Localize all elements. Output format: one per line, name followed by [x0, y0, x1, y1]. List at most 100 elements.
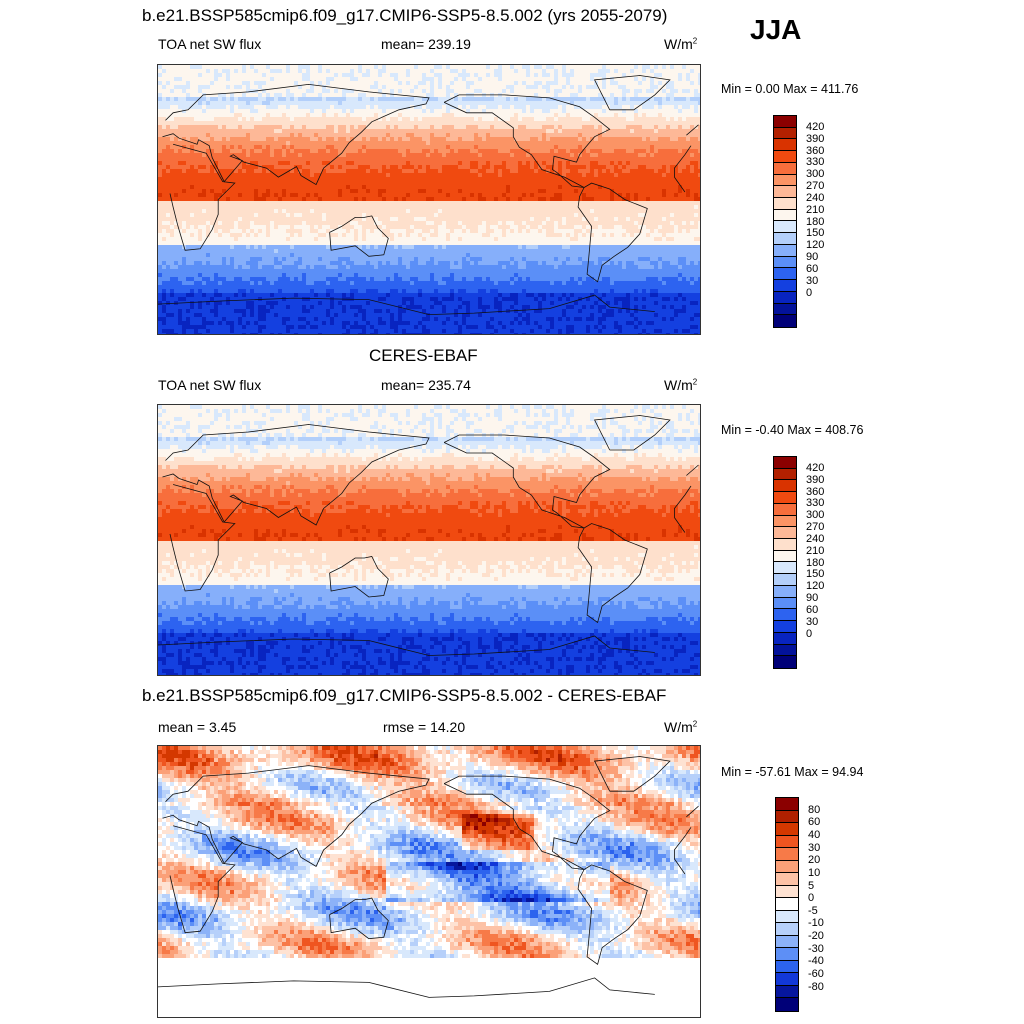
- coastline: [158, 294, 655, 316]
- coastline: [329, 897, 389, 940]
- coastline: [169, 825, 692, 934]
- colorbar-swatch: [776, 898, 798, 911]
- panel-1-minmax: Min = 0.00 Max = 411.76: [721, 82, 858, 96]
- coastline: [577, 864, 648, 965]
- colorbar-tick-label: 60: [806, 263, 818, 275]
- colorbar-tick-label: 120: [806, 239, 824, 251]
- colorbar-tick-label: 270: [806, 180, 824, 192]
- colorbar-tick-label: -20: [808, 930, 824, 942]
- colorbar-tick-label: 180: [806, 216, 824, 228]
- colorbar-swatch: [776, 923, 798, 936]
- panel-2-title: CERES-EBAF: [369, 346, 478, 366]
- colorbar-swatch: [774, 303, 796, 316]
- panel-1-variable-label: TOA net SW flux: [158, 36, 261, 52]
- colorbar-swatch: [774, 244, 796, 257]
- panel-1-title: b.e21.BSSP585cmip6.f09_g17.CMIP6-SSP5-8.…: [142, 6, 667, 26]
- colorbar-tick-label: -5: [808, 905, 818, 917]
- colorbar-tick-label: 240: [806, 192, 824, 204]
- panel-1-map: [157, 64, 701, 335]
- panel-3-rmse-label: rmse = 14.20: [383, 719, 465, 735]
- colorbar-swatch: [776, 910, 798, 924]
- colorbar-tick-label: 210: [806, 545, 824, 557]
- colorbar-swatch: [776, 885, 798, 899]
- panel-3-map: [157, 745, 701, 1018]
- colorbar-tick-label: 60: [806, 604, 818, 616]
- colorbar-tick-label: 90: [806, 592, 818, 604]
- coastline: [169, 484, 692, 592]
- panel-2-variable-label: TOA net SW flux: [158, 377, 261, 393]
- coastline: [329, 215, 389, 257]
- colorbar-swatch: [774, 585, 796, 598]
- colorbar-tick-label: 10: [808, 867, 820, 879]
- colorbar-tick-label: 180: [806, 557, 824, 569]
- panel-1-units: W/m2: [664, 36, 697, 52]
- colorbar-swatch: [774, 609, 796, 622]
- colorbar-swatch: [774, 174, 796, 187]
- colorbar-swatch: [774, 280, 796, 292]
- colorbar-tick-label: 270: [806, 521, 824, 533]
- colorbar-tick-label: 420: [806, 121, 824, 133]
- colorbar-swatch: [776, 848, 798, 861]
- colorbar-tick-label: 0: [808, 892, 814, 904]
- colorbar-swatch: [774, 480, 796, 493]
- colorbar-swatch: [774, 492, 796, 504]
- colorbar-swatch: [776, 973, 798, 986]
- colorbar-tick-label: 30: [808, 842, 820, 854]
- colorbar-swatch: [774, 221, 796, 234]
- coastline: [593, 756, 671, 792]
- panel-2-mean-label: mean= 235.74: [381, 377, 471, 393]
- colorbar-swatch: [774, 186, 796, 199]
- colorbar-swatch: [776, 948, 798, 961]
- colorbar-tick-label: 300: [806, 509, 824, 521]
- colorbar-swatch: [776, 998, 798, 1011]
- colorbar-swatch: [774, 209, 796, 222]
- colorbar-tick-label: 0: [806, 628, 812, 640]
- colorbar-swatch: [776, 810, 798, 824]
- colorbar-tick-label: 360: [806, 486, 824, 498]
- colorbar-swatch: [776, 960, 798, 974]
- colorbar-swatch: [776, 985, 798, 999]
- colorbar-swatch: [774, 550, 796, 563]
- colorbar-tick-label: 330: [806, 497, 824, 509]
- colorbar-tick-label: 120: [806, 580, 824, 592]
- colorbar-swatch: [774, 644, 796, 657]
- panel-1-mean-label: mean= 239.19: [381, 36, 471, 52]
- colorbar-tick-label: -30: [808, 943, 824, 955]
- panel-2-map: [157, 404, 701, 676]
- panel-2-units: W/m2: [664, 377, 697, 393]
- colorbar-swatch: [774, 621, 796, 633]
- coastline: [158, 977, 655, 998]
- panel-3-mean-label: mean = 3.45: [158, 719, 236, 735]
- colorbar-swatch: [774, 256, 796, 269]
- colorbar-swatch: [774, 468, 796, 481]
- colorbar-swatch: [774, 515, 796, 528]
- coastline: [593, 75, 671, 111]
- panel-2-minmax: Min = -0.40 Max = 408.76: [721, 423, 863, 437]
- colorbar-swatch: [774, 574, 796, 586]
- colorbar-swatch: [774, 233, 796, 245]
- colorbar-swatch: [774, 539, 796, 551]
- colorbar-swatch: [776, 935, 798, 949]
- season-label: JJA: [750, 14, 801, 46]
- colorbar-swatch: [774, 162, 796, 175]
- colorbar-swatch: [774, 151, 796, 163]
- colorbar-tick-label: 40: [808, 829, 820, 841]
- coastline: [162, 765, 699, 867]
- colorbar-tick-label: 20: [808, 854, 820, 866]
- coastline: [577, 523, 648, 624]
- coastline: [443, 94, 611, 188]
- coastline: [158, 635, 655, 656]
- colorbar-swatch: [776, 835, 798, 849]
- colorbar-tick-label: -40: [808, 955, 824, 967]
- colorbar-tick-label: 240: [806, 533, 824, 545]
- colorbar-swatch: [774, 503, 796, 516]
- coastline: [577, 182, 648, 283]
- colorbar-swatch: [776, 860, 798, 874]
- colorbar-tick-label: -60: [808, 968, 824, 980]
- coastline: [162, 424, 699, 526]
- colorbar-tick-label: 300: [806, 168, 824, 180]
- colorbar-swatch: [776, 823, 798, 836]
- colorbar-tick-label: 210: [806, 204, 824, 216]
- panel-1-colorbar: [773, 115, 797, 328]
- colorbar-swatch: [774, 139, 796, 152]
